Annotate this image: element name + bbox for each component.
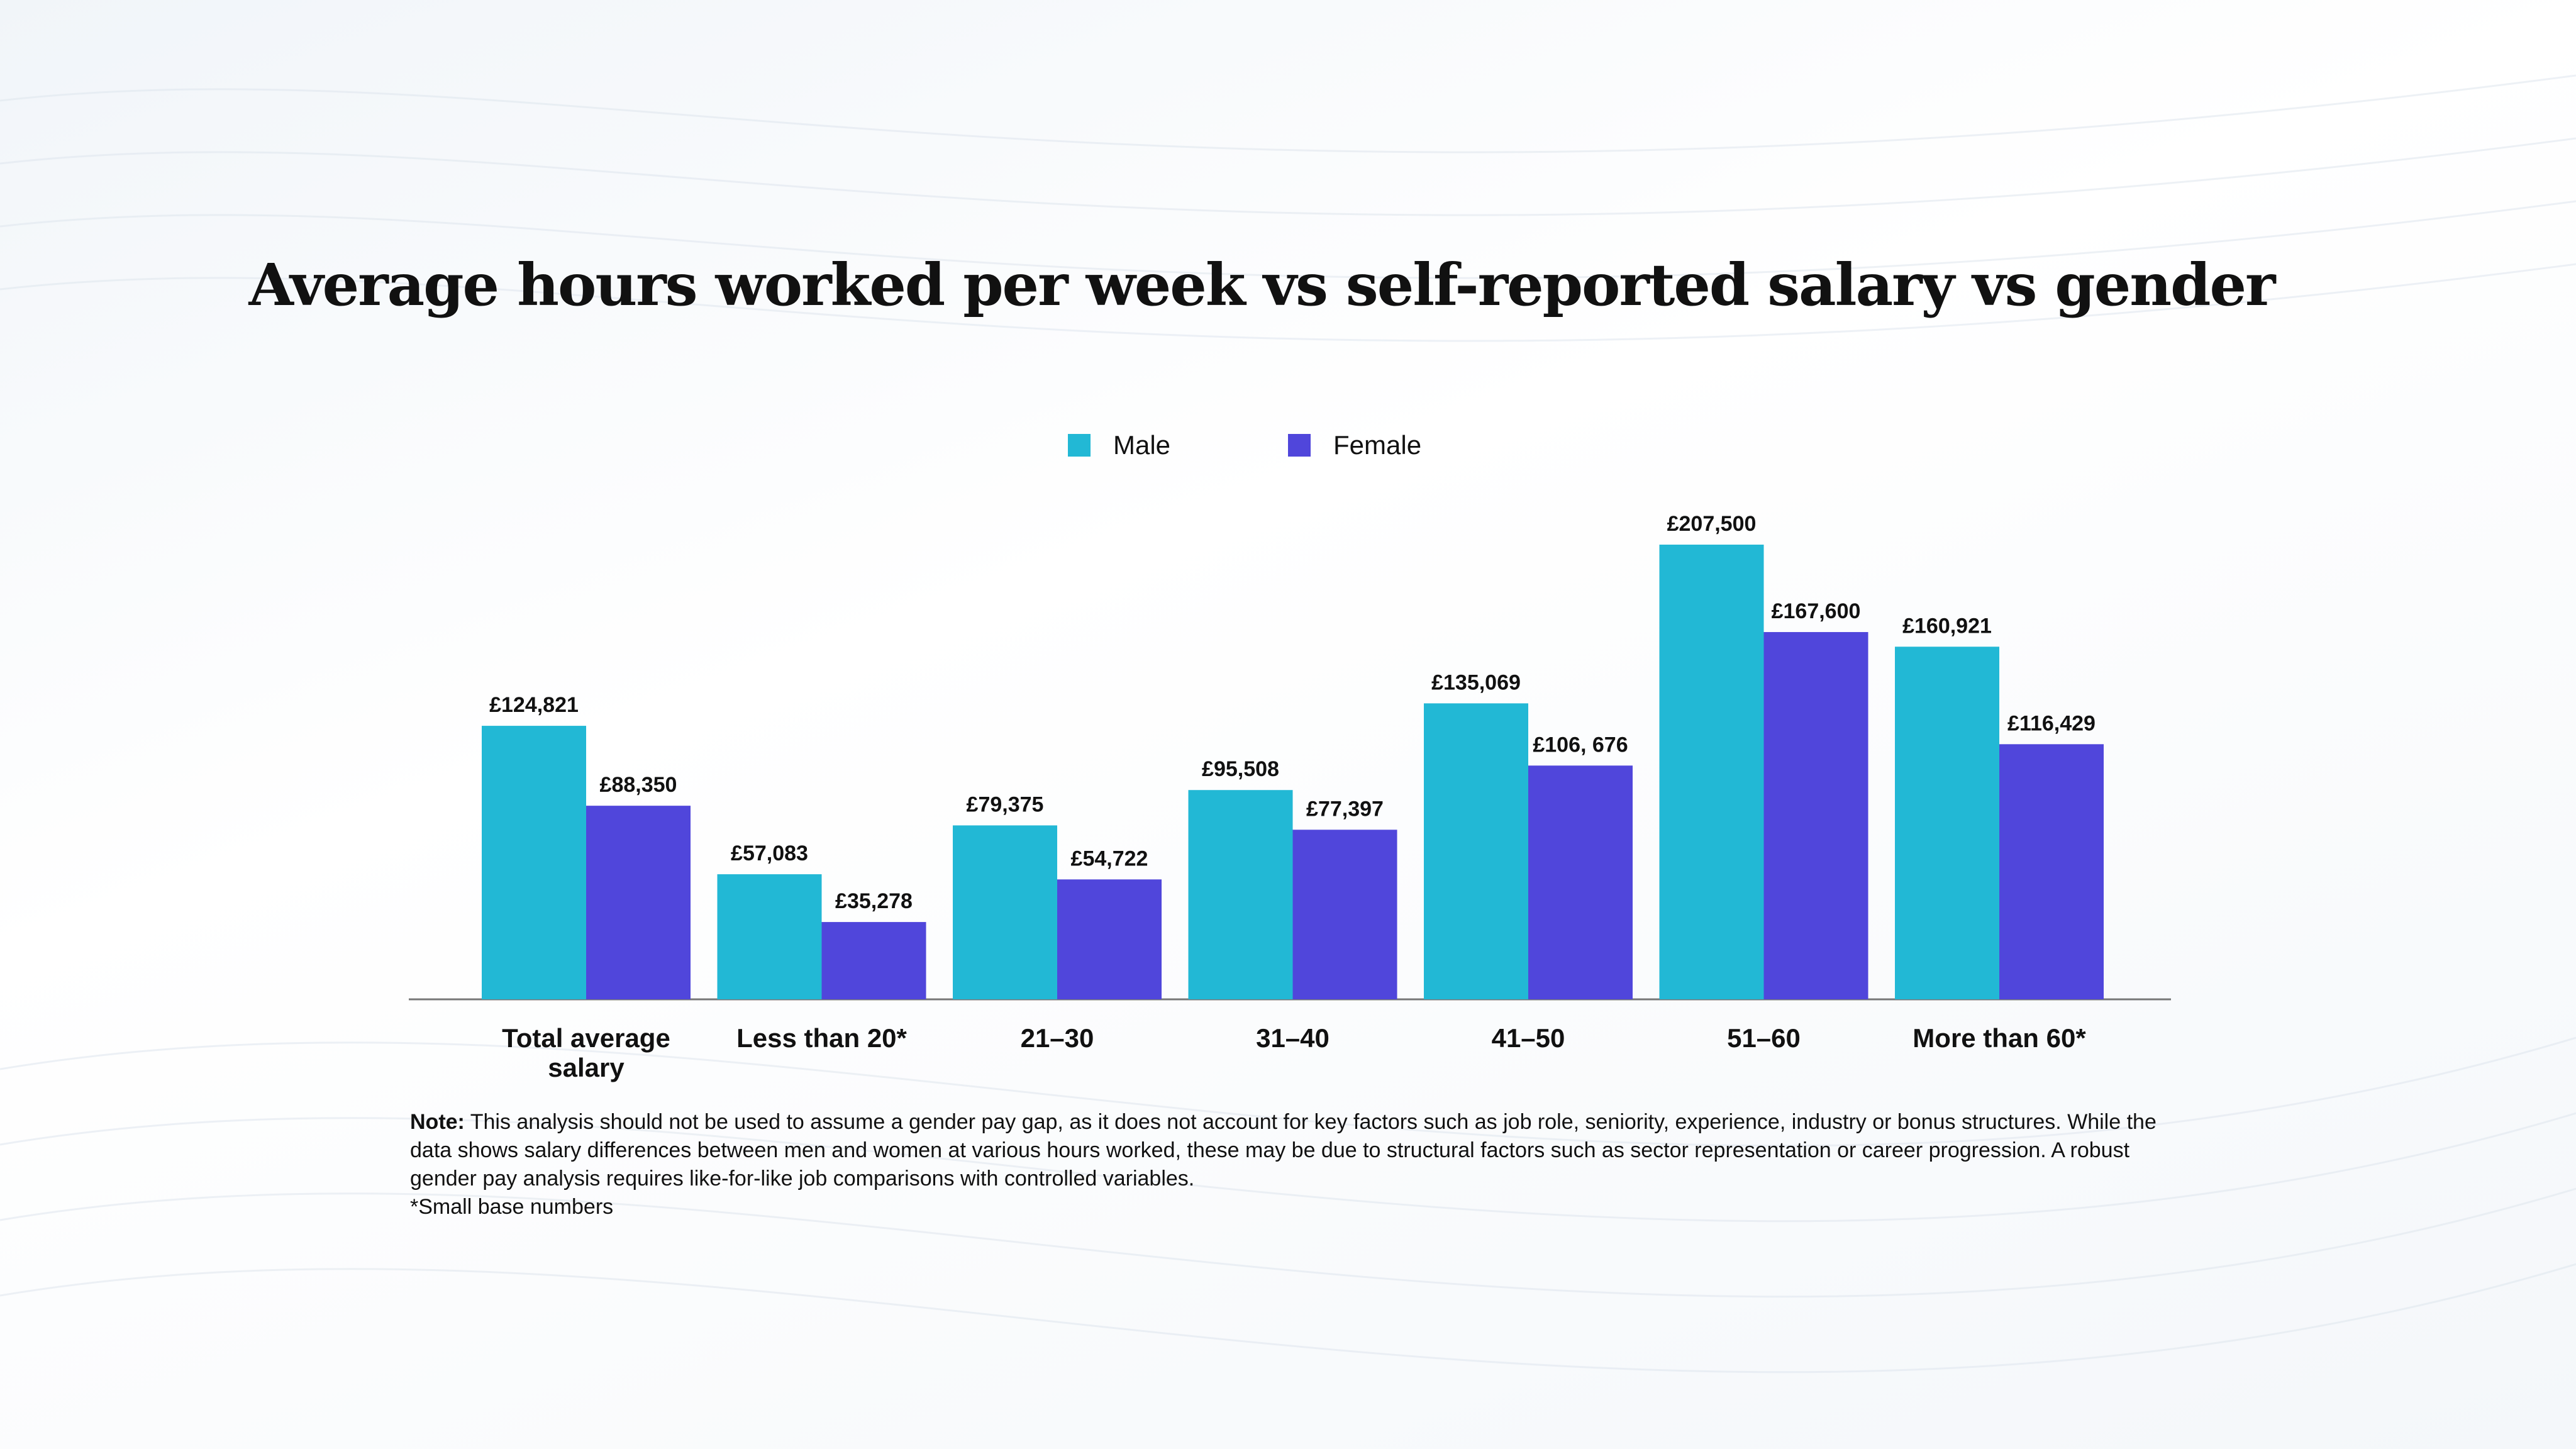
x-tick-label-2: 21–30 (1021, 1023, 1094, 1053)
value-label-female-3: £77,397 (1306, 797, 1384, 821)
value-label-male-1: £57,083 (731, 841, 808, 865)
bar-female-5 (1763, 632, 1868, 999)
bar-male-4 (1424, 703, 1528, 999)
bar-male-0 (482, 726, 586, 999)
value-label-female-0: £88,350 (600, 773, 677, 797)
bar-male-3 (1188, 790, 1293, 999)
chart-title: Average hours worked per week vs self-re… (248, 251, 2277, 319)
value-label-male-3: £95,508 (1202, 757, 1279, 781)
value-label-male-0: £124,821 (489, 693, 579, 717)
bar-female-4 (1528, 765, 1633, 999)
x-tick-label-6: More than 60* (1913, 1023, 2086, 1053)
value-label-male-4: £135,069 (1431, 670, 1521, 694)
value-label-female-1: £35,278 (835, 889, 913, 913)
note-text: This analysis should not be used to assu… (410, 1110, 2157, 1191)
value-label-male-6: £160,921 (1902, 614, 1992, 638)
bar-male-1 (717, 874, 822, 999)
chart-note: Note: This analysis should not be used t… (410, 1108, 2171, 1221)
bar-male-5 (1659, 545, 1764, 999)
x-tick-label-5: 51–60 (1727, 1023, 1801, 1053)
legend-label-female: Female (1333, 430, 1421, 460)
x-tick-label-1: Less than 20* (736, 1023, 907, 1053)
value-labels-group: £124,821 £88,350 £57,083 £35,278 £79,375 £54,… (489, 512, 2096, 913)
bars-group (482, 545, 2104, 999)
value-label-female-5: £167,600 (1772, 599, 1861, 623)
legend: Male Female (1068, 430, 1421, 460)
bar-female-3 (1292, 830, 1397, 999)
bar-female-0 (586, 806, 691, 999)
legend-swatch-male (1068, 434, 1091, 457)
bar-male-6 (1895, 647, 1999, 999)
bar-male-2 (953, 825, 1057, 999)
footnote: *Small base numbers (410, 1195, 614, 1219)
value-label-male-2: £79,375 (967, 792, 1044, 816)
value-label-male-5: £207,500 (1667, 512, 1757, 536)
bar-female-6 (1999, 744, 2104, 999)
x-tick-label-0: Total average salary (502, 1023, 670, 1082)
value-label-female-6: £116,429 (2007, 711, 2096, 735)
x-tick-label-3: 31–40 (1256, 1023, 1330, 1053)
value-label-female-4: £106, 676 (1533, 733, 1628, 757)
legend-label-male: Male (1113, 430, 1170, 460)
legend-swatch-female (1288, 434, 1311, 457)
bar-female-1 (821, 922, 926, 999)
x-tick-labels-group: Total average salary Less than 20* 21–30 31–… (502, 1023, 2086, 1082)
value-label-female-2: £54,722 (1071, 847, 1148, 870)
bar-female-2 (1057, 879, 1162, 999)
note-label: Note: (410, 1110, 465, 1134)
x-tick-label-4: 41–50 (1492, 1023, 1565, 1053)
